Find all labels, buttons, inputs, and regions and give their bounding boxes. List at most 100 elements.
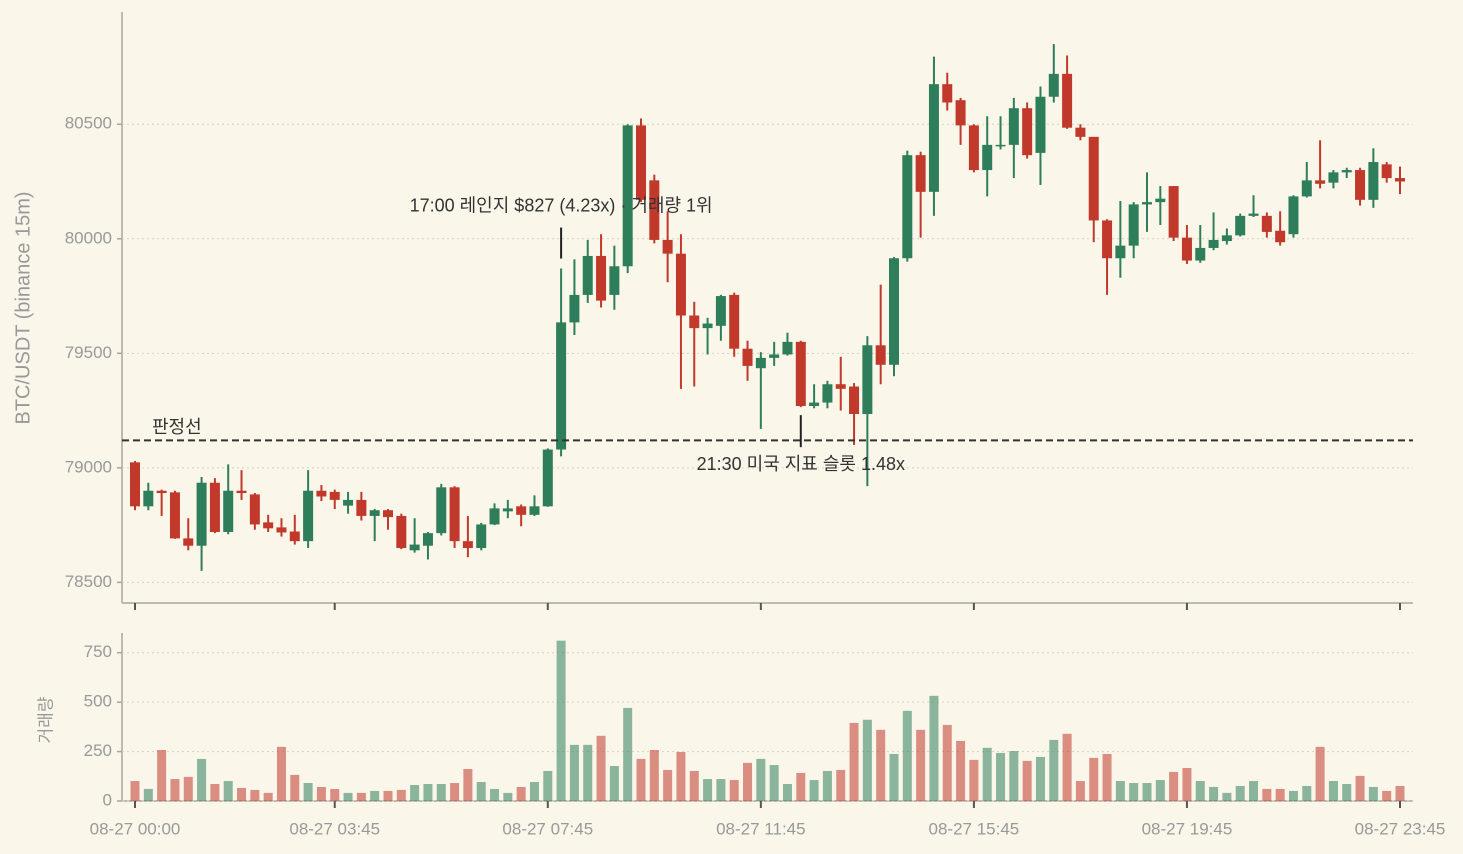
candle-body — [1035, 96, 1046, 153]
volume-bar — [902, 710, 912, 801]
volume-bar — [463, 768, 473, 801]
candle-body — [1275, 230, 1286, 243]
candle-body — [369, 510, 380, 516]
candle-body — [782, 341, 793, 355]
y-axis-label: 거래량 — [36, 696, 55, 743]
candle-body — [596, 255, 607, 301]
volume-bar — [237, 787, 247, 801]
candle-body — [982, 144, 993, 171]
volume-bar — [1035, 756, 1045, 801]
volume-bar — [876, 729, 886, 801]
candle-body — [729, 294, 740, 349]
candle-body — [662, 239, 673, 254]
volume-bar — [503, 792, 513, 801]
volume-bar — [1129, 783, 1139, 801]
volume-bar — [130, 781, 140, 801]
candle-body — [343, 499, 354, 506]
volume-bar — [636, 758, 646, 801]
threshold-label: 판정선 — [152, 417, 202, 437]
y-tick-label: 0 — [103, 790, 112, 809]
candle-body — [209, 482, 220, 532]
y-tick-label: 500 — [84, 692, 112, 711]
candle-body — [1395, 178, 1405, 182]
candle-body — [1381, 164, 1392, 179]
volume-bar — [1288, 790, 1298, 801]
candle-body — [1022, 108, 1033, 156]
volume-bar — [1155, 780, 1165, 801]
candle-body — [556, 322, 567, 450]
volume-bar — [370, 790, 380, 801]
candle-body — [1195, 247, 1206, 261]
candle-body — [1008, 108, 1019, 145]
volume-bar — [996, 752, 1006, 801]
candle-body — [1368, 162, 1379, 200]
candle-body — [409, 544, 420, 551]
candle-body — [875, 345, 886, 365]
volume-bar — [250, 789, 260, 801]
candle-body — [622, 125, 633, 267]
candle-body — [609, 266, 620, 295]
volume-bar — [1222, 792, 1232, 801]
candle-body — [489, 508, 500, 525]
candle-body — [1208, 239, 1219, 248]
volume-bar — [396, 789, 406, 801]
volume-bar — [1195, 781, 1205, 801]
volume-bar — [316, 786, 326, 801]
candle-body — [542, 449, 553, 507]
candle-body — [649, 180, 660, 240]
x-tick-label: 08-27 23:45 — [1355, 819, 1446, 838]
volume-bar — [450, 783, 460, 801]
volume-bar — [276, 746, 286, 801]
candle-body — [169, 492, 180, 539]
volume-bar — [263, 792, 273, 801]
volume-bar — [1395, 785, 1405, 801]
volume-bar — [343, 792, 353, 801]
volume-bar — [410, 784, 420, 801]
volume-bar — [1382, 790, 1392, 801]
volume-bar — [170, 779, 180, 801]
candle-body — [1155, 198, 1166, 203]
volume-bar — [1102, 753, 1112, 801]
candle-body — [702, 323, 713, 329]
volume-bar — [756, 758, 766, 801]
candle-body — [249, 494, 260, 525]
y-axis-label: BTC/USDT (binance 15m) — [12, 191, 34, 424]
candle-body — [928, 84, 939, 192]
candle-body — [636, 125, 646, 200]
candle-body — [462, 541, 473, 549]
candle-body — [1168, 186, 1179, 238]
volume-bar — [330, 788, 340, 801]
volume-bar — [1089, 757, 1099, 801]
candle-body — [915, 155, 926, 192]
y-tick-label: 78500 — [65, 572, 112, 591]
volume-bar — [969, 759, 979, 801]
y-tick-label: 79500 — [65, 343, 112, 362]
candle-body — [1128, 204, 1139, 246]
volume-bar — [356, 792, 366, 801]
volume-bar — [942, 724, 952, 801]
volume-bar — [1049, 739, 1059, 801]
candle-body — [1181, 237, 1192, 261]
volume-bar — [596, 735, 606, 801]
candle-body — [196, 482, 207, 546]
annotation: 17:00 레인지 $827 (4.23x) · 거래량 1위 — [410, 195, 713, 215]
volume-bar — [809, 780, 819, 801]
volume-bar — [1115, 781, 1125, 801]
volume-bar — [529, 782, 539, 801]
candle-body — [236, 490, 247, 494]
candle-body — [476, 524, 487, 549]
candle-body — [1328, 172, 1339, 183]
candle-body — [223, 490, 234, 532]
volume-bar — [1075, 781, 1085, 801]
candle-body — [529, 506, 540, 515]
volume-bar — [183, 776, 193, 801]
candle-body — [276, 527, 287, 533]
candle-body — [822, 384, 833, 403]
volume-bar — [769, 765, 779, 801]
candle-body — [1288, 196, 1299, 235]
candle-body — [1301, 180, 1312, 197]
volume-bar — [1249, 781, 1259, 801]
candle-body — [835, 384, 846, 389]
volume-bar — [1315, 746, 1325, 801]
candle-body — [502, 508, 513, 512]
